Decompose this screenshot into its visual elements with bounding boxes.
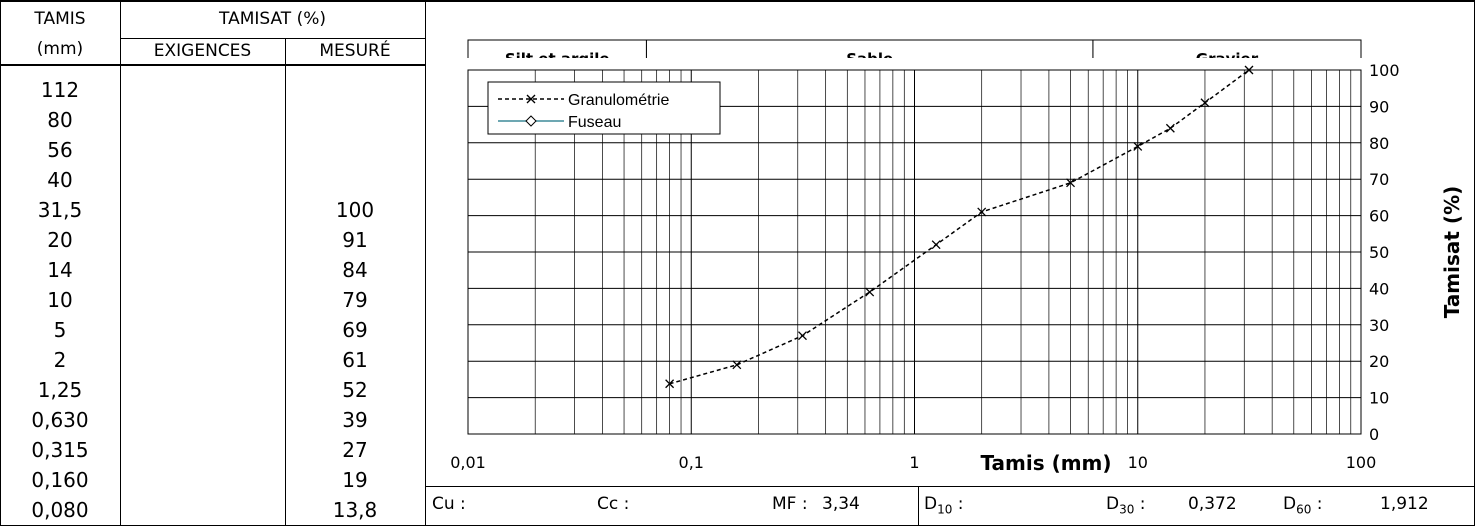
measured-cell: 13,8 — [332, 498, 378, 522]
y-tick-label: 40 — [1369, 279, 1389, 298]
sieve-size-cell: 0,160 — [31, 468, 89, 492]
measured-cell: 100 — [335, 198, 375, 222]
x-tick-label: 1 — [909, 453, 919, 472]
zone-mask — [467, 58, 1362, 72]
granulometry-point — [865, 287, 875, 297]
d60-value: 1,912 — [1380, 494, 1429, 514]
d60-label: D60 : — [1283, 494, 1323, 517]
grading-chart: Silt et argileSableGravier 0 10 20 30 40 50 60… — [450, 39, 1464, 475]
y-tick-label: 30 — [1369, 316, 1389, 335]
granulometry-point — [665, 379, 675, 389]
y-tick-label: 90 — [1369, 97, 1389, 116]
legend-box — [487, 81, 721, 135]
y-tick-label: 60 — [1369, 207, 1389, 226]
measured-cell: 91 — [342, 228, 368, 252]
chart-series — [665, 65, 1254, 389]
x-tick-label: 100 — [1346, 453, 1377, 472]
granulometry-point — [732, 360, 742, 370]
cu-label: Cu : — [432, 494, 466, 514]
sieve-unit-header: (mm) — [36, 39, 84, 59]
sieve-size-cell: 10 — [47, 288, 73, 312]
sieve-size-cell: 0,315 — [31, 438, 89, 462]
granulometry-point — [1133, 141, 1143, 151]
measured-header: MESURÉ — [319, 41, 391, 61]
sieve-size-cell: 0,080 — [31, 498, 89, 522]
granulometry-point — [977, 207, 987, 217]
y-tick-label: 100 — [1369, 61, 1400, 80]
diamond-icon — [525, 115, 537, 127]
y-tick-label: 70 — [1369, 170, 1389, 189]
x-axis-label: Tamis (mm) — [980, 451, 1111, 475]
legend-fuseau-label: Fuseau — [568, 114, 621, 131]
sieve-size-cell: 14 — [47, 258, 73, 282]
granulometry-point — [1165, 123, 1175, 133]
mf-label: MF : — [772, 494, 808, 514]
sieve-size-cell: 112 — [40, 78, 80, 102]
y-tick-label: 10 — [1369, 389, 1389, 408]
measured-cell: 61 — [342, 348, 368, 372]
sieve-header: TAMIS — [34, 9, 86, 29]
x-tick-label: 0,01 — [450, 453, 486, 472]
sieve-size-cell: 0,630 — [31, 408, 89, 432]
granulometry-point — [798, 331, 807, 341]
d30-value: 0,372 — [1188, 494, 1237, 514]
granulometry-point — [1200, 98, 1210, 108]
x-tick-label: 0,1 — [679, 453, 704, 472]
chart-legend: Granulométrie Fuseau — [487, 81, 721, 135]
legend-granulometry-label: Granulométrie — [568, 92, 669, 109]
y-tick-label: 50 — [1369, 243, 1389, 262]
measured-cell: 19 — [342, 468, 368, 492]
zone-band: Silt et argileSableGravier — [467, 39, 1362, 72]
measured-cell: 39 — [342, 408, 368, 432]
measured-cell: 52 — [342, 378, 368, 402]
measured-cell: 84 — [342, 258, 368, 282]
granulometry-point — [1244, 65, 1254, 75]
d30-label: D30 : — [1106, 494, 1146, 517]
sieve-size-cell: 40 — [47, 168, 73, 192]
measured-cell: 27 — [342, 438, 368, 462]
d10-label: D10 : — [924, 494, 964, 517]
mf-value: 3,34 — [822, 494, 860, 514]
sieve-size-cell: 56 — [47, 138, 73, 162]
cc-label: Cc : — [597, 494, 630, 514]
passing-header: TAMISAT (%) — [219, 9, 326, 29]
x-tick-label: 10 — [1128, 453, 1148, 472]
measured-cell: 69 — [342, 318, 368, 342]
sieve-size-cell: 80 — [47, 108, 73, 132]
measured-cell: 79 — [342, 288, 368, 312]
chart-labels: 0 10 20 30 40 50 60 70 80 90 100 0,01 0,1 1 10 100 Tamis… — [450, 61, 1464, 475]
sieve-size-cell: 20 — [47, 228, 73, 252]
y-axis-label: Tamisat (%) — [1440, 186, 1464, 319]
sieve-size-cell: 5 — [53, 318, 67, 342]
sieve-size-cell: 31,5 — [37, 198, 83, 222]
y-tick-label: 80 — [1369, 134, 1389, 153]
granulometry-point — [1066, 178, 1076, 188]
y-tick-label: 0 — [1369, 425, 1379, 444]
requirements-header: EXIGENCES — [153, 41, 252, 61]
sieve-size-cell: 2 — [53, 348, 67, 372]
granulometry-point — [931, 240, 941, 250]
sieve-size-cell: 1,25 — [37, 378, 83, 402]
y-tick-label: 20 — [1369, 352, 1389, 371]
